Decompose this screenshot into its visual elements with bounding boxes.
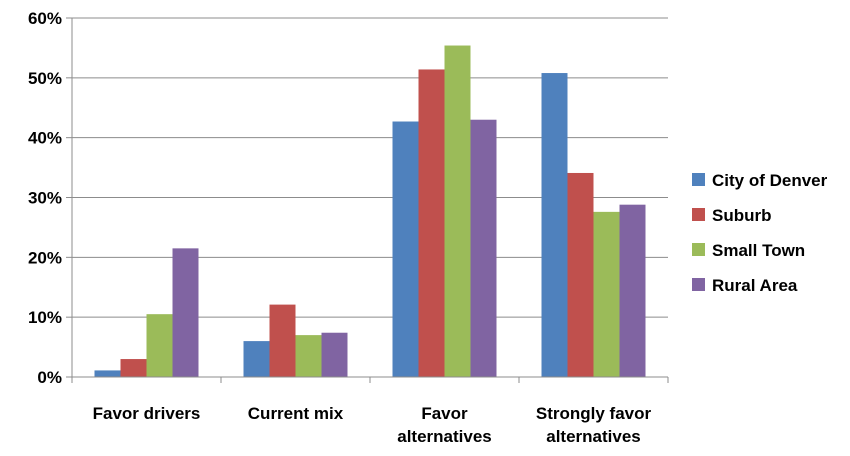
legend-swatch — [692, 208, 705, 221]
x-category-label: Favor drivers — [93, 404, 201, 423]
bar-rural-area — [321, 332, 348, 377]
y-tick-label: 40% — [28, 129, 62, 148]
bar-suburb — [418, 69, 445, 377]
bar-rural-area — [172, 248, 199, 377]
x-category-label: Current mix — [248, 404, 344, 423]
y-axis-tick-labels: 0% 10% 20% 30% 40% 50% 60% — [28, 9, 62, 387]
legend-label: Rural Area — [712, 276, 798, 295]
bar-city-of-denver — [94, 370, 121, 377]
bar-rural-area — [470, 119, 497, 377]
bar-small-town — [295, 335, 322, 377]
bar-small-town — [593, 211, 620, 377]
legend-label: Suburb — [712, 206, 772, 225]
x-category-label: alternatives — [397, 427, 492, 446]
bar-suburb — [567, 172, 594, 377]
x-category-label: alternatives — [546, 427, 641, 446]
bar-city-of-denver — [541, 73, 568, 378]
legend-swatch — [692, 173, 705, 186]
x-category-label: Favor — [421, 404, 468, 423]
y-tick-label: 60% — [28, 9, 62, 28]
bar-small-town — [146, 314, 173, 377]
y-tick-label: 10% — [28, 308, 62, 327]
y-tick-label: 50% — [28, 69, 62, 88]
y-tick-label: 20% — [28, 248, 62, 267]
y-tick-label: 30% — [28, 189, 62, 208]
bar-small-town — [444, 45, 471, 377]
legend: City of Denver Suburb Small Town Rural Area — [692, 171, 828, 295]
legend-label: City of Denver — [712, 171, 828, 190]
legend-label: Small Town — [712, 241, 805, 260]
bar-city-of-denver — [243, 341, 270, 377]
legend-swatch — [692, 278, 705, 291]
x-category-label: Strongly favor — [536, 404, 652, 423]
bar-city-of-denver — [392, 121, 419, 378]
axes — [66, 17, 669, 383]
bar-suburb — [120, 359, 147, 377]
bar-rural-area — [619, 204, 646, 377]
legend-swatch — [692, 243, 705, 256]
y-tick-label: 0% — [37, 368, 62, 387]
bar-suburb — [269, 304, 296, 377]
x-axis-category-labels: Favor drivers Current mix Favor alternative… — [93, 404, 652, 446]
bars — [94, 45, 646, 378]
